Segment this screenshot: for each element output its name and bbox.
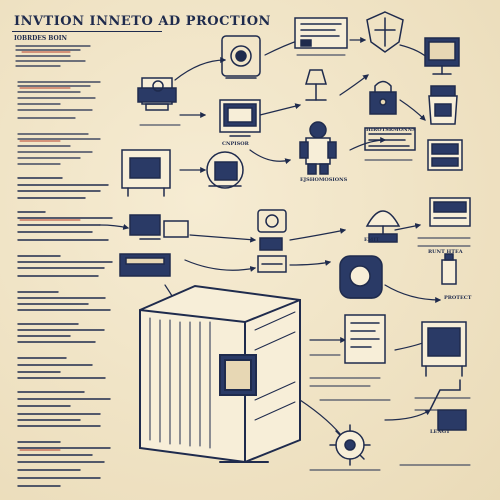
server-cube-icon bbox=[429, 197, 471, 227]
document-icon bbox=[294, 17, 348, 49]
computer-terminal-icon bbox=[219, 99, 261, 137]
monitor-icon bbox=[424, 37, 460, 75]
sink-machine-icon bbox=[421, 321, 467, 377]
mid-caption: HIROTSRMONNS bbox=[366, 127, 416, 133]
mechanic-robot-icon bbox=[299, 121, 337, 175]
gear-machine-icon bbox=[121, 149, 171, 197]
gear-icon bbox=[329, 424, 371, 466]
text-block-10 bbox=[17, 391, 111, 427]
microscope-icon bbox=[339, 255, 383, 299]
robot-icon bbox=[428, 85, 458, 125]
cpu-icon bbox=[206, 151, 244, 189]
text-block-11 bbox=[17, 441, 111, 487]
cabinet-caption: EMIT bbox=[364, 237, 380, 243]
cabinet-small-icon bbox=[427, 139, 463, 171]
camera-icon bbox=[221, 35, 261, 79]
text-block-9 bbox=[17, 357, 106, 379]
caption-scribbles bbox=[139, 54, 471, 471]
lamp-icon bbox=[305, 69, 327, 101]
printer-icon bbox=[137, 77, 177, 111]
satellite-icon bbox=[365, 210, 401, 243]
bottle-icon bbox=[441, 253, 457, 285]
text-block-4 bbox=[17, 177, 109, 199]
toolbox-icon bbox=[119, 253, 171, 277]
bottom-right-caption: LENGT bbox=[430, 429, 450, 435]
red-accent-lines bbox=[19, 51, 81, 451]
text-block-6 bbox=[17, 255, 113, 277]
server-cabinet-icon bbox=[139, 284, 301, 464]
text-block-3 bbox=[17, 133, 101, 165]
page-title: INVTION INNETO AD PROCTION bbox=[14, 14, 271, 29]
card-reader-icon bbox=[257, 209, 287, 251]
text-block-7 bbox=[17, 291, 111, 311]
text-block-1 bbox=[15, 45, 91, 67]
gpu-caption: CNPISOR bbox=[222, 141, 249, 147]
desktop-icon bbox=[129, 214, 189, 240]
title-divider bbox=[12, 31, 162, 32]
notes-block-icon bbox=[364, 127, 416, 151]
page-subtitle: IOBRDES BOIN bbox=[14, 35, 67, 42]
shield-icon bbox=[366, 11, 404, 53]
document-stack-icon bbox=[344, 314, 386, 364]
device-panel-icon bbox=[257, 255, 287, 273]
plumbing-icon bbox=[429, 379, 467, 431]
lock-icon bbox=[369, 80, 397, 115]
text-block-8 bbox=[17, 323, 105, 343]
right-caption: RUNT HTEA bbox=[428, 249, 463, 255]
text-block-5 bbox=[17, 211, 113, 241]
center-caption: EJSHOMOSIONS bbox=[300, 177, 348, 183]
text-block-2 bbox=[17, 81, 101, 119]
low-right-caption: PROTECT bbox=[444, 295, 472, 301]
